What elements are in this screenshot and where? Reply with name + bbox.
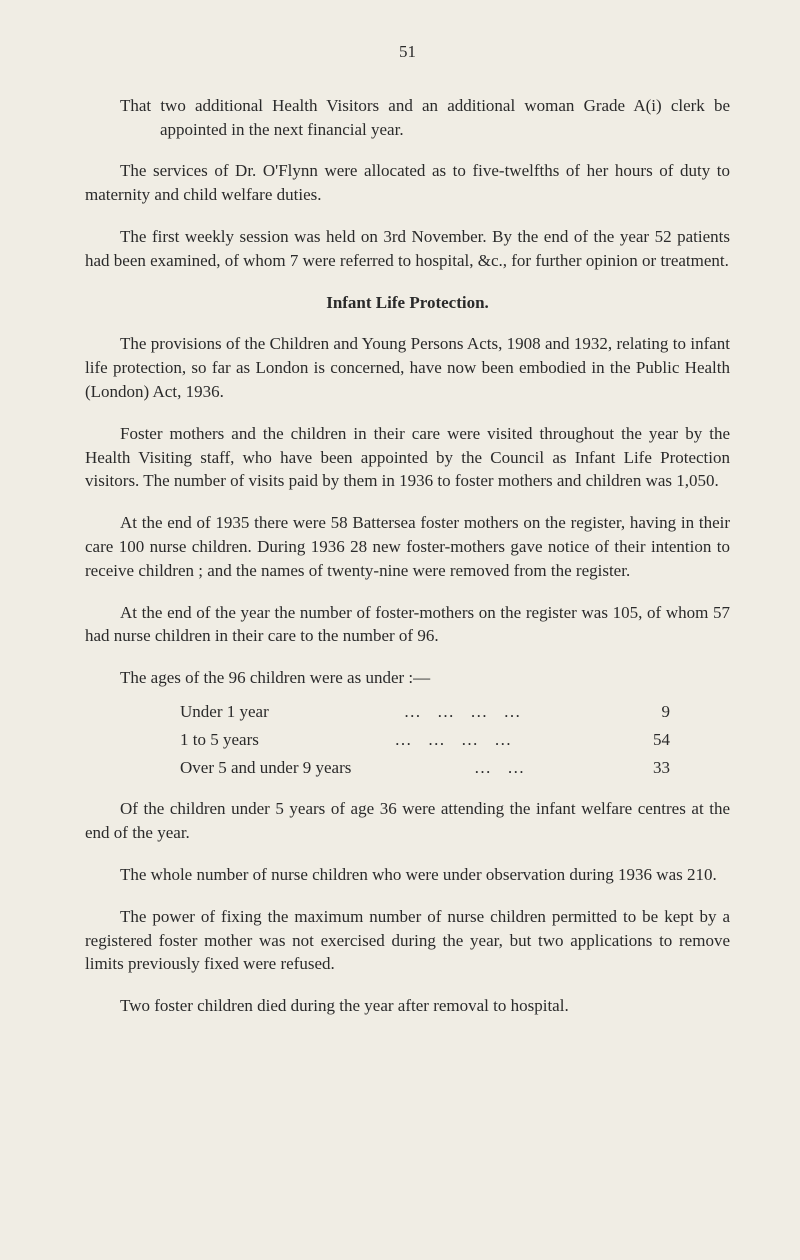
paragraph-9: The whole number of nurse children who w… <box>85 863 730 887</box>
age-value: 33 <box>653 756 730 780</box>
paragraph-6: At the end of 1935 there were 58 Batters… <box>85 511 730 582</box>
paragraph-5: Foster mothers and the children in their… <box>85 422 730 493</box>
age-row: Over 5 and under 9 years … … 33 <box>85 756 730 780</box>
paragraph-1: That two additional Health Visitors and … <box>85 94 730 142</box>
age-value: 9 <box>662 700 731 724</box>
paragraph-10: The power of fixing the maximum number o… <box>85 905 730 976</box>
age-list-intro: The ages of the 96 children were as unde… <box>85 666 730 690</box>
section-heading-infant-life: Infant Life Protection. <box>85 291 730 315</box>
age-row: Under 1 year … … … … 9 <box>85 700 730 724</box>
age-dots: … … … … <box>259 728 653 752</box>
age-label: Under 1 year <box>180 700 269 724</box>
age-label: 1 to 5 years <box>180 728 259 752</box>
age-label: Over 5 and under 9 years <box>180 756 351 780</box>
paragraph-8: Of the children under 5 years of age 36 … <box>85 797 730 845</box>
paragraph-2: The services of Dr. O'Flynn were allocat… <box>85 159 730 207</box>
paragraph-3: The first weekly session was held on 3rd… <box>85 225 730 273</box>
age-row: 1 to 5 years … … … … 54 <box>85 728 730 752</box>
paragraph-4: The provisions of the Children and Young… <box>85 332 730 403</box>
page-number: 51 <box>85 40 730 64</box>
age-list: The ages of the 96 children were as unde… <box>85 666 730 779</box>
age-value: 54 <box>653 728 730 752</box>
age-dots: … … … … <box>269 700 662 724</box>
paragraph-11: Two foster children died during the year… <box>85 994 730 1018</box>
age-dots: … … <box>351 756 653 780</box>
paragraph-7: At the end of the year the number of fos… <box>85 601 730 649</box>
